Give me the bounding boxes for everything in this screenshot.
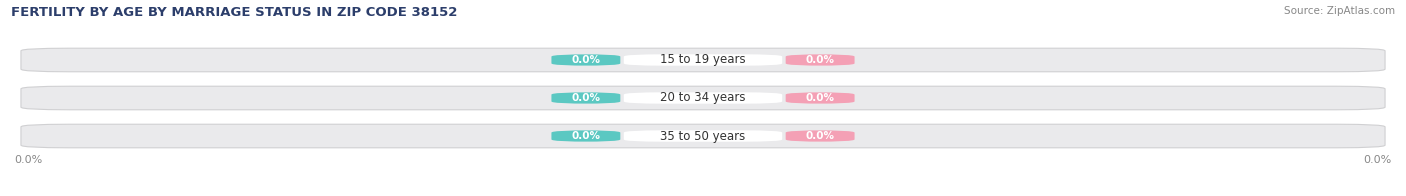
Text: 0.0%: 0.0% (14, 155, 42, 165)
Text: 0.0%: 0.0% (806, 131, 835, 141)
Text: 0.0%: 0.0% (571, 131, 600, 141)
FancyBboxPatch shape (21, 48, 1385, 72)
Text: 0.0%: 0.0% (571, 93, 600, 103)
FancyBboxPatch shape (786, 54, 855, 66)
Text: 0.0%: 0.0% (806, 55, 835, 65)
Text: 35 to 50 years: 35 to 50 years (661, 130, 745, 142)
FancyBboxPatch shape (551, 130, 620, 142)
Text: 20 to 34 years: 20 to 34 years (661, 92, 745, 104)
Text: Source: ZipAtlas.com: Source: ZipAtlas.com (1284, 6, 1395, 16)
FancyBboxPatch shape (624, 92, 782, 104)
Text: 15 to 19 years: 15 to 19 years (661, 54, 745, 66)
FancyBboxPatch shape (21, 86, 1385, 110)
Text: FERTILITY BY AGE BY MARRIAGE STATUS IN ZIP CODE 38152: FERTILITY BY AGE BY MARRIAGE STATUS IN Z… (11, 6, 457, 19)
FancyBboxPatch shape (624, 54, 782, 66)
FancyBboxPatch shape (786, 130, 855, 142)
Text: 0.0%: 0.0% (806, 93, 835, 103)
FancyBboxPatch shape (551, 54, 620, 66)
FancyBboxPatch shape (551, 92, 620, 104)
Text: 0.0%: 0.0% (571, 55, 600, 65)
FancyBboxPatch shape (624, 130, 782, 142)
FancyBboxPatch shape (786, 92, 855, 104)
FancyBboxPatch shape (21, 124, 1385, 148)
Text: 0.0%: 0.0% (1364, 155, 1392, 165)
